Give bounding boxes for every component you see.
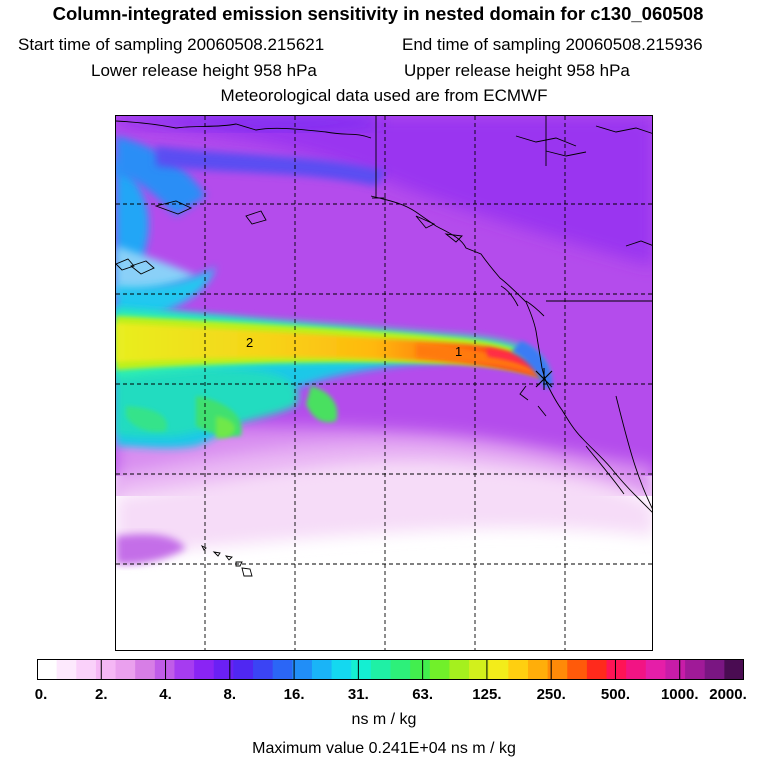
colorbar-swatch (311, 659, 333, 680)
figure-title: Column-integrated emission sensitivity i… (52, 3, 704, 24)
colorbar-tick-label: 125. (472, 686, 502, 703)
colorbar-swatch (390, 659, 411, 680)
map-canvas: 2 1 (116, 116, 652, 650)
met-data-label: Meteorological data used are from ECMWF (220, 86, 548, 105)
lower-release-label: Lower release height 958 hPa (91, 61, 317, 80)
colorbar-swatch (174, 659, 195, 680)
colorbar-swatch (488, 659, 509, 680)
colorbar-tick-label: 500. (600, 686, 631, 703)
colorbar-swatch (508, 659, 529, 680)
colorbar-swatch (704, 659, 725, 680)
colorbar-swatch (724, 659, 744, 680)
colorbar-swatch (449, 659, 470, 680)
plume-label-1: 1 (455, 344, 462, 359)
colorbar-swatch (154, 659, 176, 680)
colorbar-swatch (410, 659, 431, 680)
colorbar-tick-label: 63. (412, 686, 434, 703)
colorbar-swatch (95, 659, 117, 680)
colorbar-tick-label: 8. (223, 686, 237, 703)
colorbar-tick-label: 1000. (660, 686, 699, 703)
colorbar-swatch (645, 659, 667, 680)
sensitivity-field (116, 116, 652, 650)
colorbar-tick-label: 4. (159, 686, 172, 703)
colorbar-swatch (233, 659, 254, 680)
colorbar-tick-label: 2. (95, 686, 108, 703)
colorbar-swatch (37, 659, 58, 680)
colorbar-swatch (115, 659, 136, 680)
colorbar-swatch (253, 659, 274, 680)
release-point-cross (535, 368, 553, 390)
colorbar-swatch (586, 659, 608, 680)
colorbar-tick-label: 16. (283, 686, 305, 703)
colorbar-swatch (626, 659, 647, 680)
colorbar-swatch (194, 659, 215, 680)
colorbar-swatch (547, 659, 568, 680)
colorbar-units: ns m / kg (351, 711, 417, 728)
colorbar-swatch (527, 659, 549, 680)
colorbar-swatch (606, 659, 627, 680)
colorbar-tick-label: 0. (34, 686, 48, 703)
colorbar-swatch (292, 659, 313, 680)
colorbar-swatch (331, 659, 352, 680)
colorbar (37, 659, 744, 680)
colorbar-swatch (685, 659, 706, 680)
start-time-label: Start time of sampling 20060508.215621 (18, 35, 325, 54)
colorbar-swatch (135, 659, 156, 680)
colorbar-swatch (469, 659, 490, 680)
colorbar-swatch (665, 659, 686, 680)
colorbar-swatch (370, 659, 392, 680)
colorbar-swatch (76, 659, 97, 680)
coastlines (116, 116, 652, 577)
colorbar-swatch (429, 659, 451, 680)
colorbar-tick-label: 250. (536, 686, 566, 703)
colorbar-swatch (213, 659, 234, 680)
end-time-label: End time of sampling 20060508.215936 (402, 35, 703, 54)
colorbar-swatch (351, 659, 372, 680)
colorbar-swatch (272, 659, 293, 680)
colorbar-swatch (56, 659, 77, 680)
emission-plume (116, 309, 553, 388)
colorbar-tick-label: 31. (347, 686, 369, 703)
colorbar-tick-label: 2000. (709, 686, 747, 703)
plume-label-2: 2 (246, 335, 253, 350)
sensitivity-map: 2 1 (115, 115, 653, 651)
lat-lon-grid (116, 116, 652, 650)
max-value-label: Maximum value 0.241E+04 ns m / kg (252, 740, 516, 757)
colorbar-frame (37, 659, 744, 680)
colorbar-swatch (567, 659, 588, 680)
upper-release-label: Upper release height 958 hPa (404, 61, 630, 80)
